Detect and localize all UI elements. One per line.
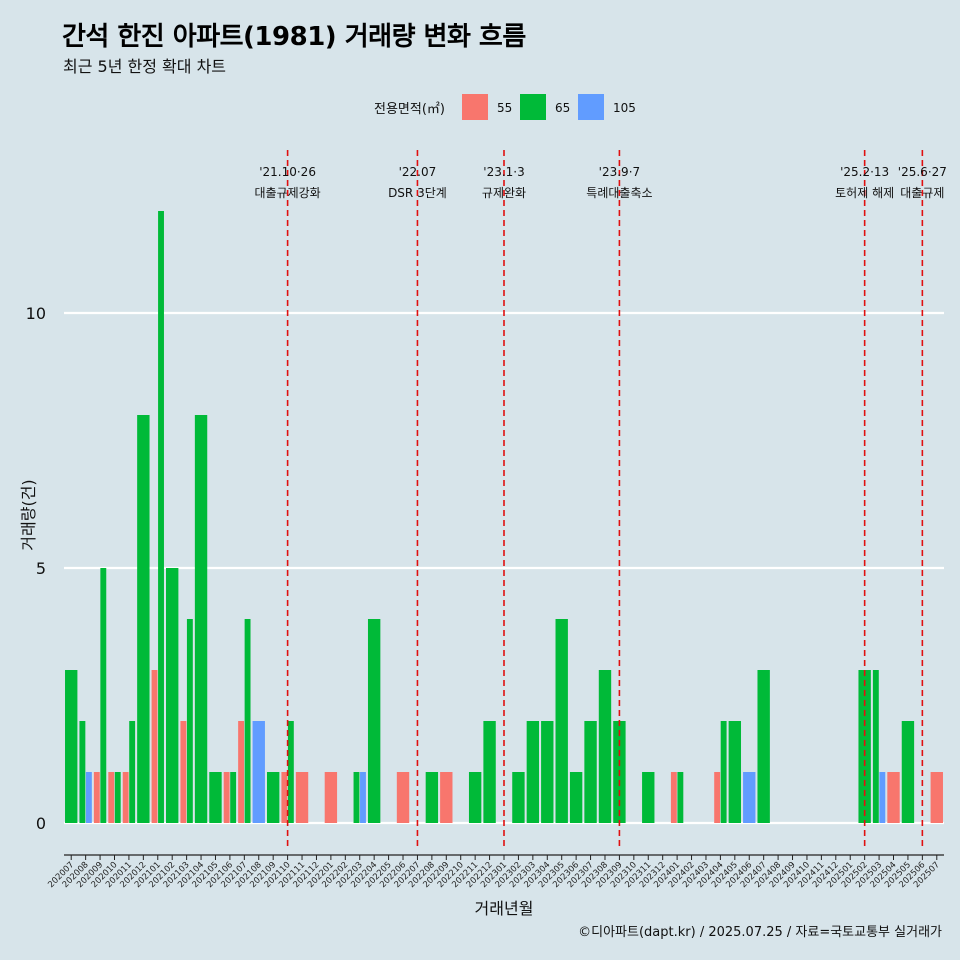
bar-105-202203 <box>360 772 366 823</box>
bar-55-202101 <box>151 670 158 823</box>
event-date-5: '25.6·27 <box>898 165 947 179</box>
bar-55-202401 <box>670 772 677 823</box>
bar-65-202211 <box>468 772 482 823</box>
event-label-0: 대출규제강화 <box>254 186 320 200</box>
chart-title: 간석 한진 아파트(1981) 거래량 변화 흐름 <box>62 22 526 52</box>
legend-swatch-65 <box>520 94 546 120</box>
bar-65-202109 <box>266 772 280 823</box>
legend-title: 전용면적(㎡) <box>374 102 445 117</box>
bar-65-202106 <box>230 772 237 823</box>
y-axis-title: 거래량(건) <box>19 479 38 550</box>
event-date-3: '23.9·7 <box>599 165 640 179</box>
bar-65-202110 <box>287 721 294 823</box>
bar-105-202503 <box>879 772 886 823</box>
bar-65-202011 <box>129 721 136 823</box>
bar-55-202201 <box>324 772 338 823</box>
bar-65-202401 <box>677 772 684 823</box>
legend-swatch-55 <box>462 94 488 120</box>
bar-55-202106 <box>223 772 230 823</box>
bar-65-202302 <box>512 772 525 823</box>
bar-65-202107 <box>244 619 251 823</box>
bar-105-202406 <box>743 772 756 823</box>
y-tick-label: 0 <box>36 814 46 833</box>
y-tick-label: 10 <box>26 304 46 323</box>
bar-65-202105 <box>209 772 222 823</box>
bar-65-202010 <box>114 772 121 823</box>
bar-65-202503 <box>872 670 879 823</box>
event-label-2: 규제완화 <box>482 186 526 200</box>
bar-65-202303 <box>526 721 540 823</box>
bar-55-202209 <box>440 772 453 823</box>
bar-55-202504 <box>887 772 900 823</box>
bar-55-202404 <box>714 772 721 823</box>
bar-55-202010 <box>108 772 115 823</box>
bar-65-202404 <box>720 721 727 823</box>
bar-65-202208 <box>425 772 439 823</box>
bar-65-202304 <box>541 721 554 823</box>
bar-55-202107 <box>238 721 245 823</box>
bar-65-202008 <box>79 721 86 823</box>
event-date-4: '25.2·13 <box>840 165 889 179</box>
bar-65-202311 <box>642 772 655 823</box>
bar-65-202307 <box>584 721 597 823</box>
legend-label-105: 105 <box>613 101 636 115</box>
bar-55-202507 <box>930 772 943 823</box>
bar-55-202009 <box>93 772 100 823</box>
bar-55-202103 <box>180 721 187 823</box>
bar-65-202009 <box>100 568 107 823</box>
bar-65-202405 <box>728 721 742 823</box>
bar-65-202212 <box>483 721 496 823</box>
bar-65-202505 <box>901 721 915 823</box>
legend-swatch-105 <box>578 94 604 120</box>
bar-65-202502 <box>858 670 871 823</box>
bar-65-202407 <box>757 670 770 823</box>
bar-65-202012 <box>137 415 150 823</box>
bar-65-202204 <box>367 619 381 823</box>
event-date-1: '22.07 <box>399 165 437 179</box>
chart-caption: ©디아파트(dapt.kr) / 2025.07.25 / 자료=국토교통부 실… <box>578 925 942 940</box>
bar-55-202206 <box>396 772 410 823</box>
bar-65-202203 <box>353 772 360 823</box>
event-label-1: DSR 3단계 <box>388 186 447 200</box>
event-date-0: '21.10·26 <box>259 165 316 179</box>
legend-label-55: 55 <box>497 101 512 115</box>
bar-65-202101 <box>158 211 164 823</box>
bar-105-202108 <box>252 721 265 823</box>
bar-65-202007 <box>65 670 78 823</box>
bar-55-202110 <box>281 772 288 823</box>
event-label-3: 특례대출축소 <box>586 186 652 200</box>
bar-65-202308 <box>598 670 612 823</box>
bar-55-202111 <box>295 772 309 823</box>
bar-55-202011 <box>122 772 129 823</box>
legend-label-65: 65 <box>555 101 570 115</box>
bar-65-202104 <box>194 415 208 823</box>
bar-65-202102 <box>166 568 179 823</box>
event-date-2: '23.1·3 <box>483 165 524 179</box>
bar-65-202305 <box>555 619 568 823</box>
chart-subtitle: 최근 5년 한정 확대 차트 <box>63 57 227 76</box>
event-label-5: 대출규제 <box>900 186 944 200</box>
x-axis-title: 거래년월 <box>475 899 534 918</box>
event-label-4: 토허제 해제 <box>835 186 894 200</box>
y-tick-label: 5 <box>36 559 46 578</box>
bar-65-202306 <box>569 772 583 823</box>
bar-105-202008 <box>85 772 92 823</box>
bar-65-202103 <box>186 619 193 823</box>
